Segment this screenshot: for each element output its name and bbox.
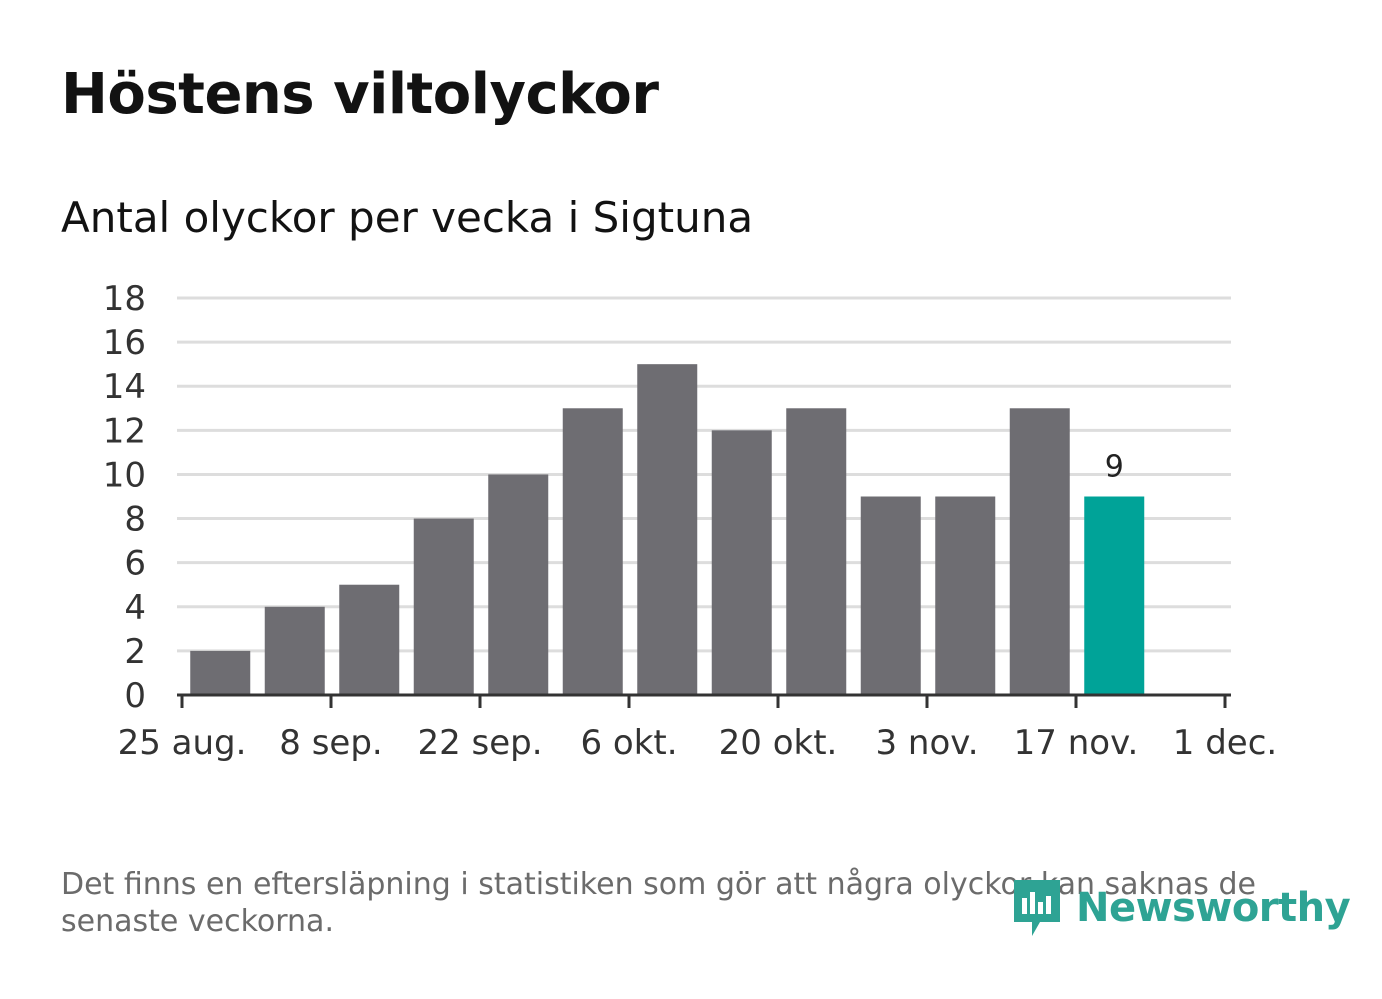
y-tick-label: 8	[124, 500, 146, 540]
chart-title: Höstens viltolyckor	[61, 62, 659, 127]
bar	[488, 474, 549, 695]
newsworthy-logo-icon	[1010, 874, 1064, 942]
x-tick-label: 3 nov.	[875, 723, 978, 763]
bar	[190, 650, 251, 695]
newsworthy-logo-text: Newsworthy	[1076, 885, 1351, 931]
bar	[711, 430, 772, 695]
bar-highlighted	[1084, 496, 1145, 695]
x-tick-label: 1 dec.	[1173, 723, 1277, 763]
bar	[339, 584, 400, 695]
x-tick-label: 20 okt.	[719, 723, 838, 763]
x-tick-label: 25 aug.	[118, 723, 247, 763]
y-tick-label: 10	[103, 455, 146, 495]
x-tick-label: 6 okt.	[580, 723, 677, 763]
data-label: 9	[1105, 450, 1124, 485]
bar	[637, 364, 698, 695]
newsworthy-logo[interactable]: Newsworthy	[1010, 874, 1351, 942]
x-tick-label: 8 sep.	[279, 723, 382, 763]
x-tick-label: 17 nov.	[1014, 723, 1139, 763]
y-tick-label: 12	[103, 411, 146, 451]
grid-lines	[177, 296, 1231, 653]
bars	[190, 364, 1145, 695]
bar	[860, 496, 921, 695]
y-tick-label: 16	[103, 323, 146, 363]
bar	[562, 408, 623, 695]
y-tick-label: 0	[124, 676, 146, 716]
bar	[264, 606, 325, 695]
x-tick-label: 22 sep.	[417, 723, 542, 763]
bar	[786, 408, 847, 695]
bar	[1009, 408, 1070, 695]
chart-subtitle: Antal olyckor per vecka i Sigtuna	[61, 193, 754, 242]
y-tick-label: 2	[124, 632, 146, 672]
bar	[413, 518, 474, 695]
x-axis	[177, 693, 1231, 708]
y-tick-label: 6	[124, 544, 146, 584]
y-tick-label: 4	[124, 588, 146, 628]
bar	[935, 496, 996, 695]
y-tick-label: 18	[103, 279, 146, 319]
y-tick-label: 14	[103, 367, 146, 407]
